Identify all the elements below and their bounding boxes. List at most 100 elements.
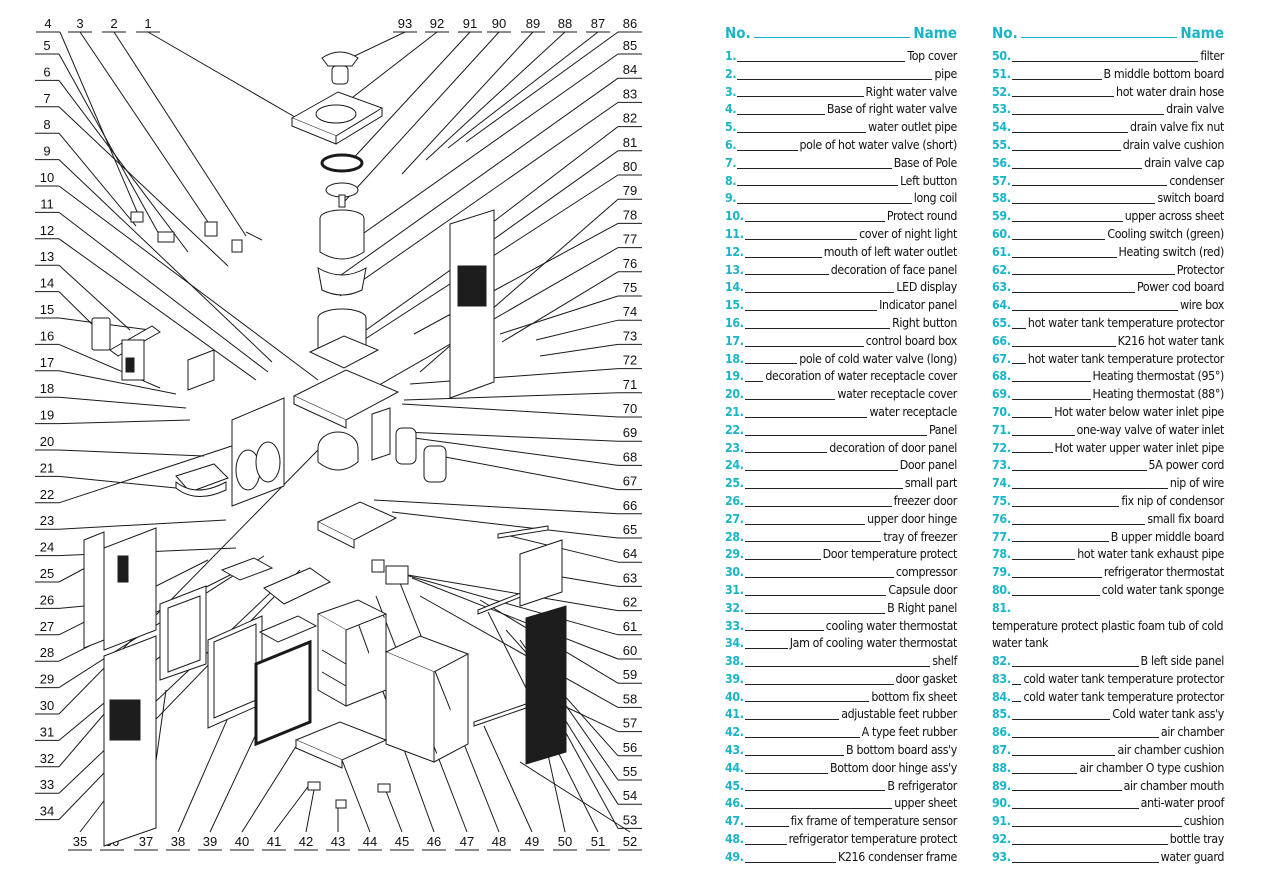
legend-part-name: compressor xyxy=(895,565,957,580)
callout-number: 51 xyxy=(591,834,605,849)
callout-leader xyxy=(447,31,599,149)
callout-leader xyxy=(333,77,619,281)
legend-row: 15. Indicator panel xyxy=(725,297,957,315)
callout-leader xyxy=(465,31,619,143)
legend-leader xyxy=(744,861,836,863)
legend-number: 78. xyxy=(992,547,1011,562)
callout-number: 70 xyxy=(623,401,637,416)
legend-part-name: decoration of door panel xyxy=(829,440,957,455)
legend-part-name: hot water tank exhaust pipe xyxy=(1077,547,1224,562)
legend-part-name: cold water tank sponge xyxy=(1101,582,1225,597)
legend-leader xyxy=(744,363,798,365)
parts-legend-right: No. Name 50. filter 51. B middle bottom boa… xyxy=(992,22,1224,867)
legend-leader xyxy=(1011,292,1136,294)
callout-number: 27 xyxy=(40,619,54,634)
callout-number: 76 xyxy=(623,256,637,271)
legend-row: 17. control board box xyxy=(725,333,957,351)
callout-number: 84 xyxy=(623,62,637,77)
legend-number: 63. xyxy=(992,280,1011,295)
legend-leader xyxy=(744,701,870,703)
legend-leader xyxy=(744,808,893,810)
legend-row: 61. Heating switch (red) xyxy=(992,244,1224,262)
legend-number: 74. xyxy=(992,476,1011,491)
legend-number: 66. xyxy=(992,333,1011,348)
callout-leader xyxy=(409,368,619,385)
legend-part-name: fix frame of temperature sensor xyxy=(790,814,958,829)
callout-leader xyxy=(79,31,213,229)
legend-row: 70. Hot water below water inlet pipe xyxy=(992,404,1224,422)
callout-leader xyxy=(58,439,251,504)
legend-row: 7. Base of Pole xyxy=(725,155,957,173)
parts-legend-left: No. Name 1. Top cover 2. pipe 3. Right water … xyxy=(725,22,957,867)
header-leader xyxy=(1020,37,1178,38)
legend-part-name: shelf xyxy=(932,654,957,669)
legend-part-name: Panel xyxy=(928,422,957,437)
callout-leader xyxy=(411,577,619,660)
legend-row: 80. cold water tank sponge xyxy=(992,582,1224,600)
callout-number: 2 xyxy=(110,16,117,31)
callout-number: 60 xyxy=(623,643,637,658)
callout-number: 87 xyxy=(591,16,605,31)
callout-number: 44 xyxy=(363,834,377,849)
legend-part-name: Right button xyxy=(892,315,957,330)
legend-row: 53. drain valve xyxy=(992,101,1224,119)
legend-leader xyxy=(1011,256,1117,258)
legend-part-name: one-way valve of water inlet xyxy=(1076,422,1225,437)
legend-number: 48. xyxy=(725,832,744,847)
legend-leader xyxy=(744,220,885,222)
callout-leader xyxy=(347,31,471,165)
legend-number: 23. xyxy=(725,440,744,455)
legend-number: 61. xyxy=(992,244,1011,259)
callout-number: 83 xyxy=(623,86,637,101)
callout-number: 93 xyxy=(398,16,412,31)
legend-part-name: decoration of water receptacle cover xyxy=(765,369,957,384)
legend-leader xyxy=(1011,594,1100,596)
legend-leader xyxy=(1011,452,1053,454)
legend-leader xyxy=(1011,434,1075,436)
legend-row: 81. temperature protect plastic foam tub … xyxy=(992,600,1224,653)
callout-number: 1 xyxy=(144,16,151,31)
legend-row: 49. K216 condenser frame xyxy=(725,849,957,867)
header-name: Name xyxy=(1180,24,1224,42)
legend-leader xyxy=(744,523,866,525)
legend-leader xyxy=(737,149,798,151)
legend-number: 88. xyxy=(992,760,1011,775)
legend-part-name: Protect round xyxy=(886,209,957,224)
legend-number: 18. xyxy=(725,351,744,366)
legend-part-name: Hot water below water inlet pipe xyxy=(1054,404,1224,419)
callout-leader xyxy=(339,101,619,297)
legend-part-name: Indicator panel xyxy=(879,298,957,313)
legend-number: 83. xyxy=(992,671,1011,686)
legend-part-name: drain valve xyxy=(1166,102,1224,117)
legend-part-name: Door panel xyxy=(899,458,958,473)
legend-number: 55. xyxy=(992,137,1011,152)
callout-leader xyxy=(419,595,619,708)
legend-row: 14. LED display xyxy=(725,279,957,297)
legend-part-name: pipe xyxy=(934,66,957,81)
callout-number: 90 xyxy=(492,16,506,31)
legend-number: 53. xyxy=(992,102,1011,117)
legend-row: 93. water guard xyxy=(992,849,1224,867)
legend-row: 72. Hot water upper water inlet pipe xyxy=(992,440,1224,458)
header-name: Name xyxy=(913,24,957,42)
callout-number: 37 xyxy=(139,834,153,849)
callout-number: 89 xyxy=(526,16,540,31)
legend-row: 90. anti-water proof xyxy=(992,795,1224,813)
legend-row: 44. Bottom door hinge ass'y xyxy=(725,760,957,778)
legend-number: 87. xyxy=(992,743,1011,758)
legend-row: 56. drain valve cap xyxy=(992,155,1224,173)
legend-number: 38. xyxy=(725,654,744,669)
callout-number: 28 xyxy=(40,645,54,660)
callout-number: 75 xyxy=(623,280,637,295)
legend-part-name: drain valve cushion xyxy=(1122,137,1225,152)
callout-number: 10 xyxy=(40,170,54,185)
legend-leader xyxy=(1011,665,1139,667)
callout-number: 23 xyxy=(40,513,54,528)
legend-number: 16. xyxy=(725,315,744,330)
legend-row: 18. pole of cold water valve (long) xyxy=(725,351,957,369)
callout-number: 12 xyxy=(40,223,54,238)
callout-number: 25 xyxy=(40,566,54,581)
legend-part-name: air chamber mouth xyxy=(1123,778,1225,793)
legend-part-name: tray of freezer xyxy=(883,529,957,544)
header-no: No. xyxy=(992,24,1018,42)
